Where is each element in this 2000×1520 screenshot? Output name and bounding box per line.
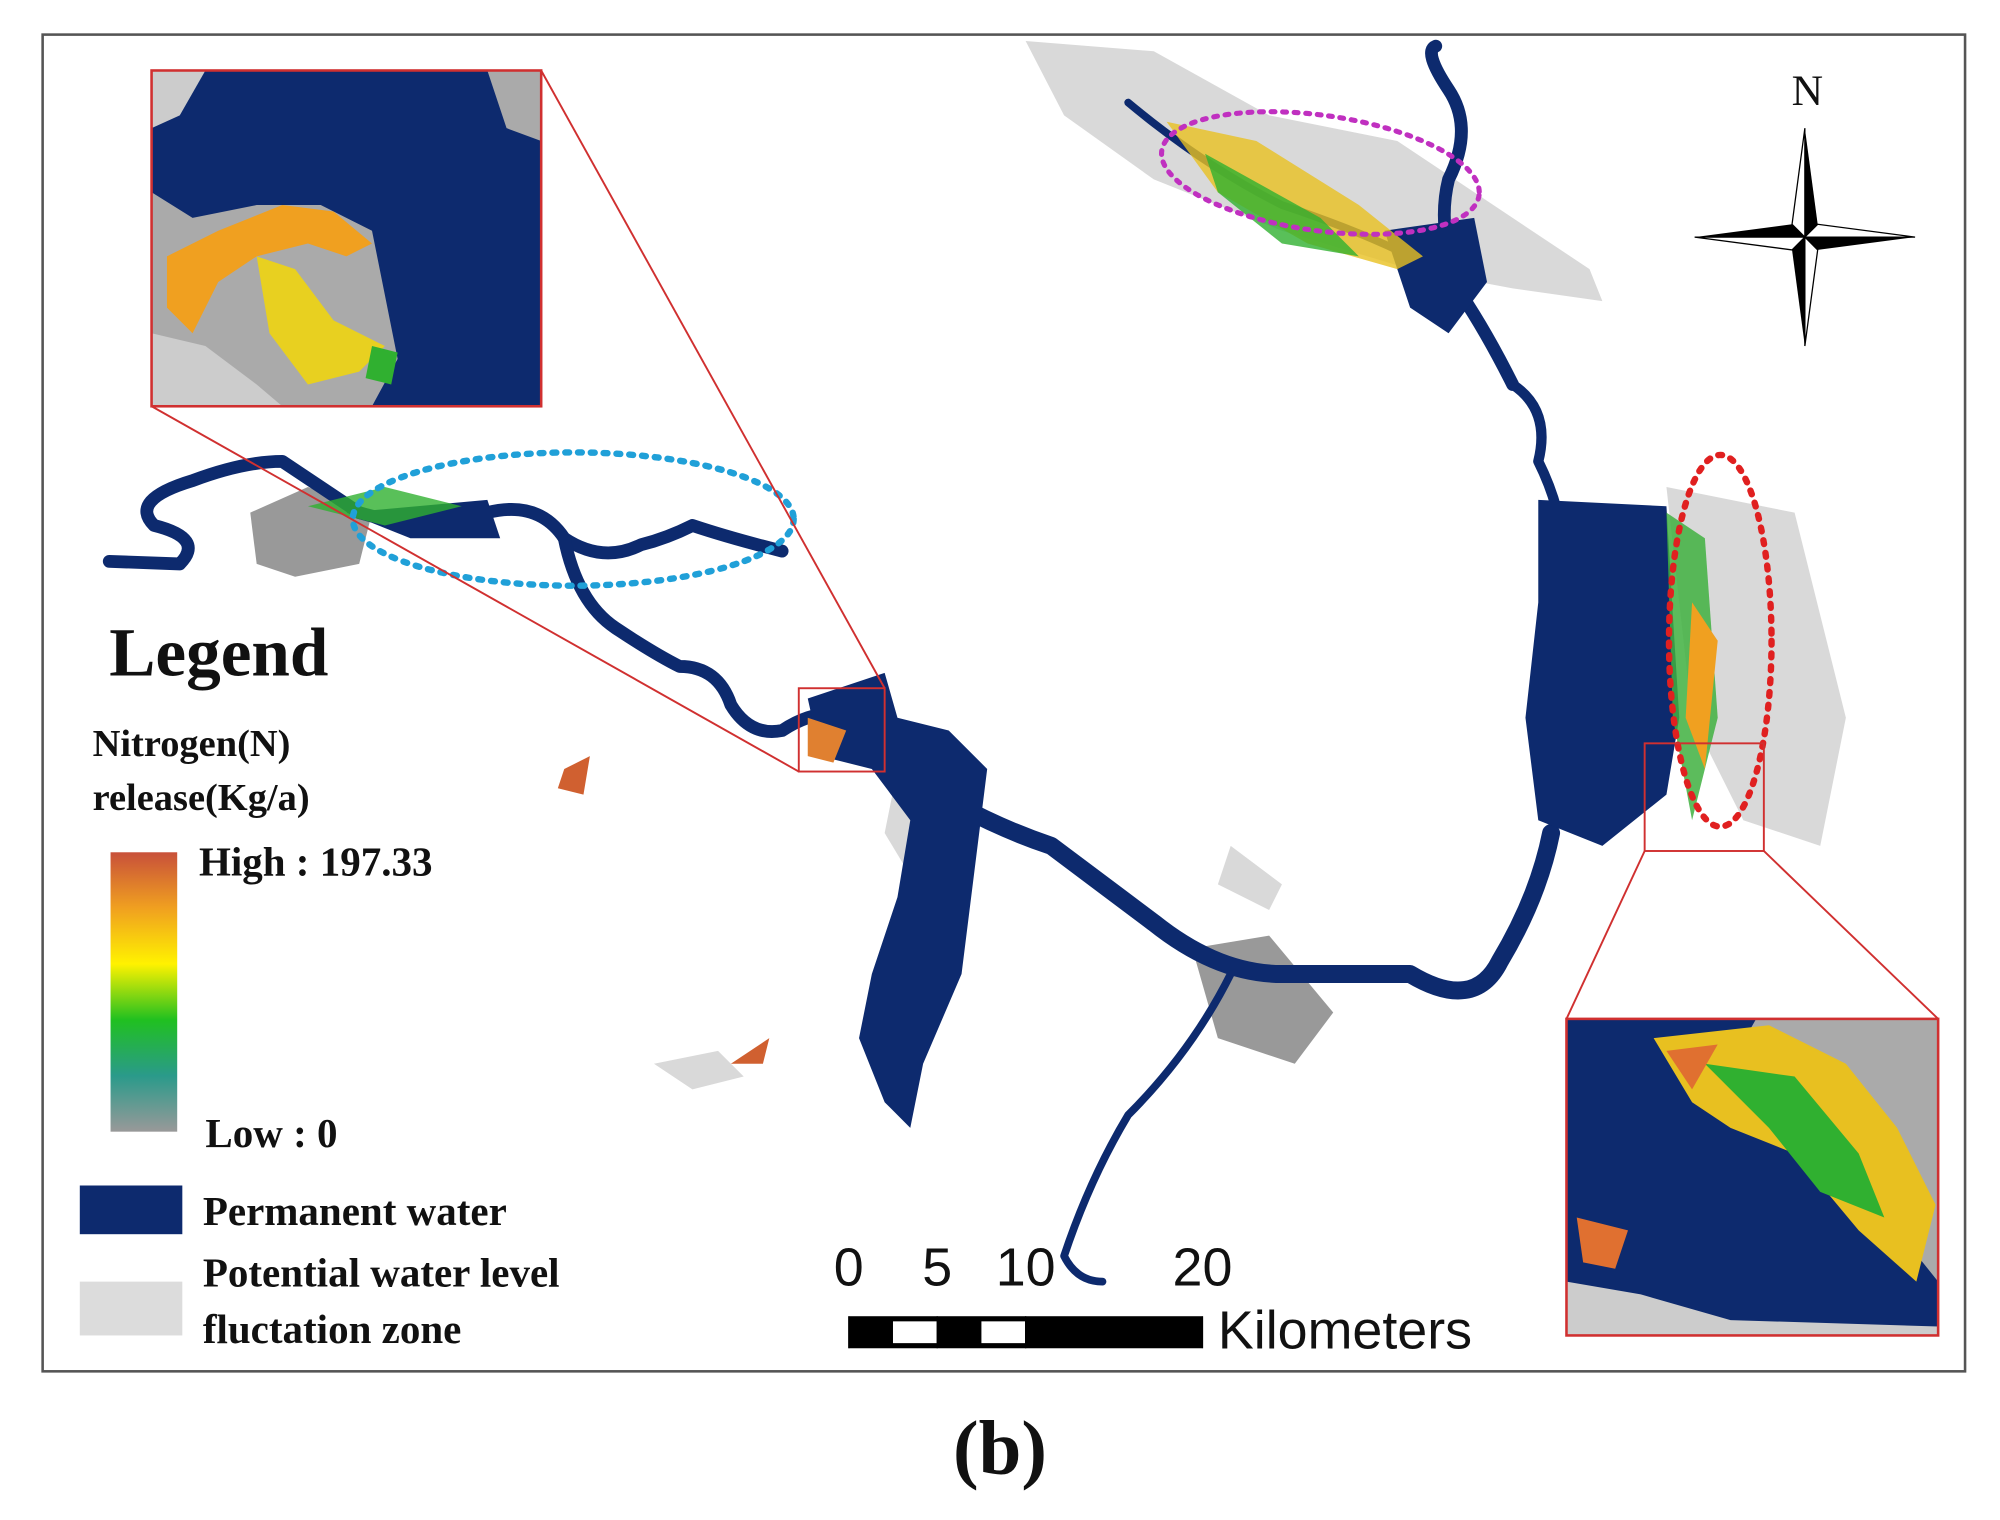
scale-bar: 0 5 10 20 — [834, 1237, 1233, 1349]
scale-tick-label: 0 — [834, 1237, 864, 1297]
permanent-water-bodies — [346, 217, 1680, 1128]
legend-title: Legend — [109, 613, 328, 690]
caption: (b) — [953, 1405, 1047, 1491]
highlight-ellipse — [349, 449, 797, 589]
legend-label: Permanent water — [203, 1188, 507, 1234]
inset-map — [150, 69, 543, 408]
highlight-ellipse — [1158, 109, 1482, 237]
color-ramp — [110, 852, 178, 1132]
inset-map — [1565, 1017, 1940, 1337]
scale-unit: Kilometers — [1218, 1300, 1472, 1360]
zoom-indicators — [151, 70, 1939, 1020]
legend-swatch — [79, 1281, 183, 1336]
north-label: N — [1792, 67, 1823, 115]
scale-bar-segment — [981, 1321, 1026, 1344]
scale-tick-label: 10 — [996, 1237, 1056, 1297]
scale-tick-label: 5 — [922, 1237, 952, 1297]
scale-tick-label: 20 — [1173, 1237, 1233, 1297]
scale-bar-segment — [892, 1321, 938, 1344]
ramp-low-label: Low : 0 — [205, 1110, 337, 1156]
ramp-title: release(Kg/a) — [93, 777, 310, 819]
legend-swatch — [79, 1185, 183, 1235]
legend-label: Potential water level — [203, 1250, 560, 1296]
ramp-high-label: High : 197.33 — [199, 838, 433, 884]
ramp-title: Nitrogen(N) — [93, 723, 291, 765]
legend-label: fluctation zone — [203, 1306, 462, 1352]
north-arrow — [1694, 128, 1916, 347]
highlight-ellipse — [1665, 451, 1775, 830]
